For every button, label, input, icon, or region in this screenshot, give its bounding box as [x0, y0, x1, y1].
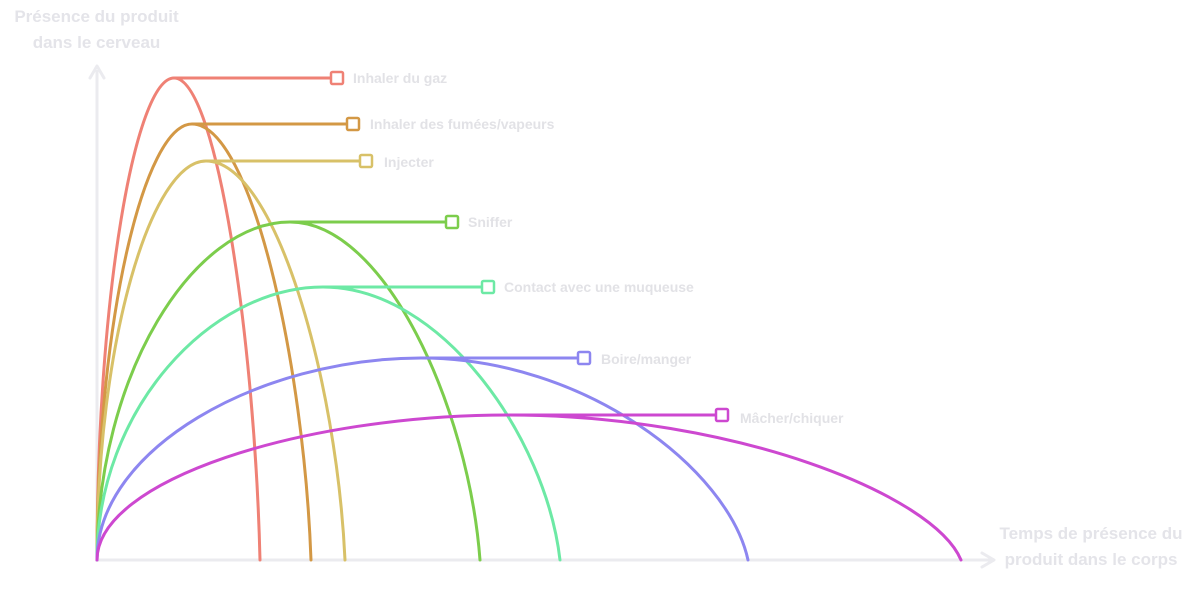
label-boire-manger: Boire/manger	[601, 351, 692, 367]
x-axis-title: Temps de présence du produit dans le cor…	[999, 524, 1183, 569]
curve-macher	[95, 413, 963, 562]
x-axis-arrowhead	[980, 551, 996, 569]
legend-marker-fumees	[345, 116, 361, 132]
legend-marker-boire	[576, 350, 592, 366]
label-inhaler-du-gaz: Inhaler du gaz	[353, 70, 448, 86]
legend-marker-macher	[714, 407, 730, 423]
curve-sniffer	[95, 220, 482, 562]
curve-boire	[95, 356, 750, 562]
legend-marker-gaz	[329, 70, 345, 86]
y-axis-arrowhead	[88, 64, 106, 80]
legend-marker-injecter	[358, 153, 374, 169]
route-curves	[95, 76, 963, 562]
y-axis-title: Présence du produit dans le cerveau	[14, 7, 179, 52]
x-axis	[97, 551, 996, 569]
legend-marker-sniffer	[444, 214, 460, 230]
label-contact-muqueuse: Contact avec une muqueuse	[504, 279, 694, 295]
label-injecter: Injecter	[384, 154, 434, 170]
label-inhaler-des-fumees: Inhaler des fumées/vapeurs	[370, 116, 555, 132]
curve-fumees	[95, 122, 313, 562]
label-macher-chiquer: Mâcher/chiquer	[740, 410, 844, 426]
legend-marker-muqueuse	[480, 279, 496, 295]
label-sniffer: Sniffer	[468, 214, 513, 230]
route-leaders	[174, 70, 730, 423]
